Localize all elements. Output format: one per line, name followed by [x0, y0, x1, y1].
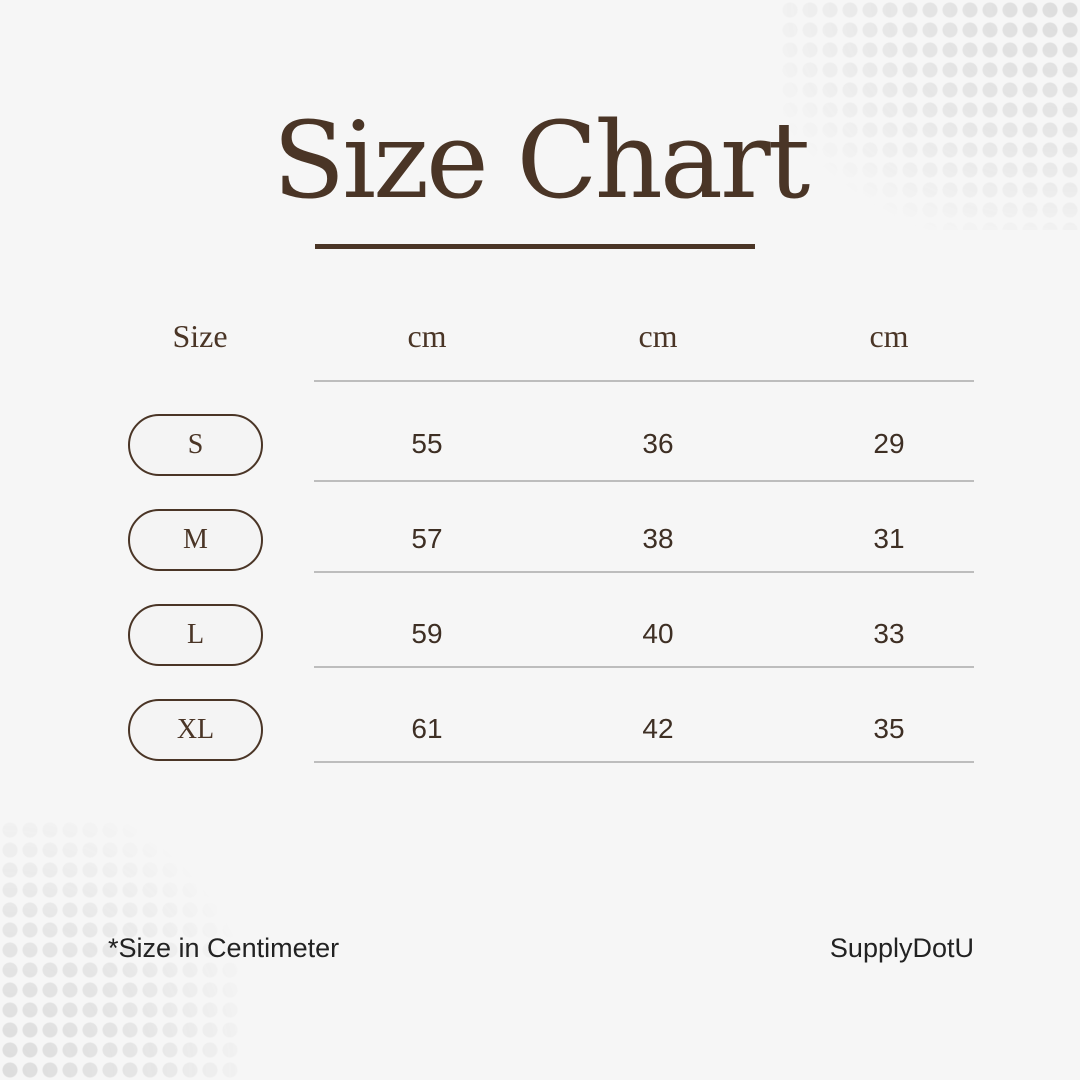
title-underline — [315, 244, 755, 249]
table-cell: 59 — [411, 618, 443, 649]
table-cell: 36 — [642, 428, 674, 459]
divider — [314, 571, 974, 573]
table-cell: 35 — [873, 713, 905, 744]
table-cell: 57 — [411, 523, 443, 554]
size-pill-s: S — [128, 414, 263, 476]
divider — [314, 480, 974, 482]
table-cell: 38 — [642, 523, 674, 554]
halftone-decoration-bottom-left — [0, 820, 240, 1080]
header-size: Size — [172, 318, 228, 354]
size-pill-m: M — [128, 509, 263, 571]
divider — [314, 666, 974, 668]
size-pill-l: L — [128, 604, 263, 666]
page-title: Size Chart — [272, 99, 811, 222]
table-cell: 55 — [411, 428, 443, 459]
divider — [314, 761, 974, 763]
table-cell: 31 — [873, 523, 905, 554]
header-col-3: cm — [869, 318, 909, 354]
header-col-2: cm — [638, 318, 678, 354]
table-cell: 33 — [873, 618, 905, 649]
divider — [314, 380, 974, 382]
table-cell: 40 — [642, 618, 674, 649]
header-col-1: cm — [407, 318, 447, 354]
halftone-decoration-top-right — [780, 0, 1080, 230]
brand-name: SupplyDotU — [829, 933, 974, 963]
footer-note: *Size in Centimeter — [108, 933, 340, 963]
table-cell: 29 — [873, 428, 905, 459]
size-pill-xl: XL — [128, 699, 263, 761]
table-cell: 61 — [411, 713, 443, 744]
table-cell: 42 — [642, 713, 674, 744]
